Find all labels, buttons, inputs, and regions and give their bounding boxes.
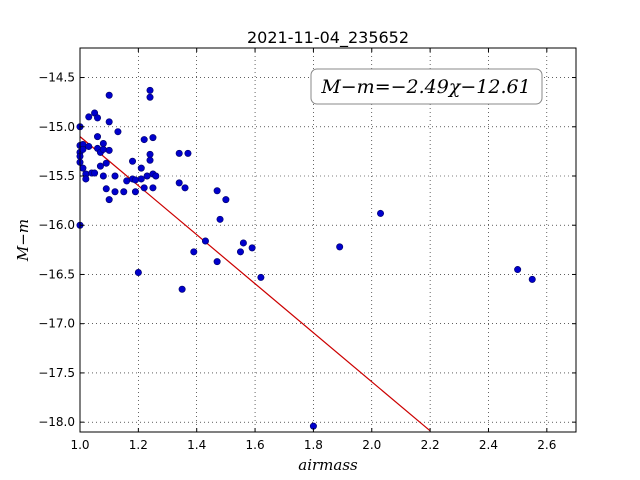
data-point xyxy=(131,176,139,184)
data-point xyxy=(120,188,128,196)
data-point xyxy=(105,91,113,99)
data-point xyxy=(514,266,522,274)
annotation-frame xyxy=(310,68,543,105)
data-point xyxy=(102,159,110,167)
axis-ticks: 1.0 1.2 1.4 1.6 1.8 2.0 2.2 2.4 2.6 −14.5 −15.0 −15… xyxy=(38,48,576,452)
data-point xyxy=(94,114,102,122)
y-tick-label: −15.5 xyxy=(38,169,75,183)
data-point xyxy=(178,285,186,293)
y-tick-label: −16.5 xyxy=(38,267,75,281)
x-axis-label: airmass xyxy=(298,456,358,474)
data-point xyxy=(377,209,385,217)
data-point xyxy=(236,248,244,256)
x-tick-label: 1.4 xyxy=(187,438,206,452)
data-point xyxy=(152,172,160,180)
data-point xyxy=(146,93,154,101)
data-point xyxy=(105,118,113,126)
data-point xyxy=(140,184,148,192)
data-point xyxy=(213,187,221,195)
data-point xyxy=(143,172,151,180)
data-point xyxy=(105,196,113,204)
data-point xyxy=(137,175,145,183)
x-tick-label: 2.0 xyxy=(362,438,381,452)
data-point xyxy=(149,134,157,142)
data-point xyxy=(190,248,198,256)
data-point xyxy=(134,268,142,276)
data-point xyxy=(102,185,110,193)
data-point xyxy=(114,128,122,136)
y-tick-label: −17.5 xyxy=(38,366,75,380)
y-axis-label: M−m xyxy=(14,219,32,262)
x-tick-label: 2.4 xyxy=(479,438,498,452)
data-point xyxy=(222,196,230,204)
x-tick-label: 1.0 xyxy=(70,438,89,452)
data-point xyxy=(146,150,154,158)
data-point xyxy=(111,172,119,180)
data-point xyxy=(111,188,119,196)
data-point xyxy=(99,172,107,180)
data-point xyxy=(257,273,265,281)
data-point xyxy=(82,175,90,183)
data-point xyxy=(149,184,157,192)
data-point xyxy=(105,146,113,154)
data-point xyxy=(213,258,221,266)
data-point xyxy=(184,149,192,157)
data-point xyxy=(181,184,189,192)
x-tick-label: 1.6 xyxy=(246,438,265,452)
fit-line xyxy=(79,136,431,432)
data-point xyxy=(248,244,256,252)
data-point xyxy=(99,145,107,153)
data-point xyxy=(85,113,93,121)
y-tick-label: −14.5 xyxy=(38,71,75,85)
x-tick-label: 2.2 xyxy=(421,438,440,452)
data-point xyxy=(146,86,154,94)
data-point xyxy=(79,164,87,172)
data-point xyxy=(91,169,99,177)
data-point xyxy=(96,162,104,170)
data-point xyxy=(131,188,139,196)
data-point xyxy=(129,157,137,165)
data-point xyxy=(137,164,145,172)
data-point xyxy=(85,142,93,150)
fit-equation: M−m=−2.49χ−12.61 xyxy=(320,76,530,98)
y-tick-label: −18.0 xyxy=(38,415,75,429)
data-point xyxy=(528,275,536,283)
data-point xyxy=(175,149,183,157)
grid xyxy=(79,48,576,432)
y-tick-label: −16.0 xyxy=(38,218,75,232)
annotation-box: M−m=−2.49χ−12.61 xyxy=(310,68,543,105)
data-point xyxy=(79,145,87,153)
data-point xyxy=(94,133,102,141)
data-point xyxy=(201,237,209,245)
data-point xyxy=(239,239,247,247)
data-points xyxy=(76,86,536,430)
x-tick-label: 1.8 xyxy=(304,438,323,452)
chart-title: 2021-11-04_235652 xyxy=(247,28,409,48)
data-point xyxy=(336,243,344,251)
x-tick-label: 2.6 xyxy=(537,438,556,452)
data-point xyxy=(175,179,183,187)
data-point xyxy=(99,140,107,148)
data-point xyxy=(146,156,154,164)
y-tick-label: −15.0 xyxy=(38,120,75,134)
x-tick-label: 1.2 xyxy=(129,438,148,452)
plot-frame xyxy=(79,47,577,433)
data-point xyxy=(140,136,148,144)
data-point xyxy=(123,177,131,185)
y-tick-label: −17.0 xyxy=(38,317,75,331)
data-point xyxy=(216,215,224,223)
